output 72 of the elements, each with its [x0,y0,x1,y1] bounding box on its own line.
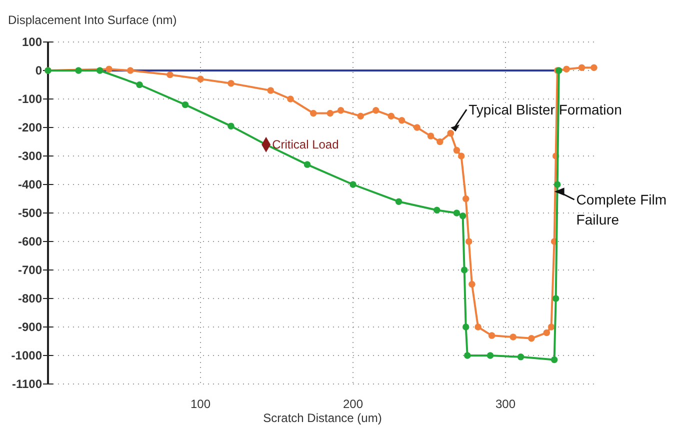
y-tick-label: -1000 [11,348,42,362]
point [166,71,174,78]
point [552,295,560,302]
point [197,76,204,82]
y-tick-label: -100 [18,92,42,106]
point [460,266,468,274]
point [372,107,380,114]
y-axis-title: Displacement Into Surface (nm) [8,13,177,27]
x-tick-label: 200 [342,397,364,411]
point [462,195,470,202]
point [228,122,234,130]
point [466,238,472,245]
point [554,181,561,188]
point [447,130,454,137]
annotation: Typical Blister Formation [468,102,622,118]
point [590,64,598,72]
point [304,161,311,168]
point [337,107,344,114]
series-label: Critical Load [272,138,339,152]
point [126,67,134,74]
y-tick-label: -800 [18,292,42,306]
point [96,67,104,74]
point [459,212,466,220]
point [474,324,482,330]
point [287,96,294,102]
point [468,280,476,288]
point [563,66,570,72]
y-tick-label: -300 [18,149,42,163]
point [427,132,434,140]
point [548,324,555,330]
y-tick-label: -200 [18,120,42,134]
point [388,112,395,120]
point [578,64,586,72]
point [136,81,143,88]
point [453,210,460,216]
point [433,206,440,214]
point [436,138,444,146]
point [310,110,317,117]
x-tick-label: 100 [190,397,211,411]
point [106,66,112,72]
point [182,101,189,108]
point [453,146,460,154]
point [395,198,402,205]
point [510,334,517,340]
y-tick-label: -400 [18,178,42,192]
point [350,181,356,188]
y-tick-label: 100 [22,35,42,49]
point [398,116,406,124]
annotation: Complete Film Failure [576,192,667,228]
y-tick-label: -900 [18,320,42,334]
point [486,352,494,359]
x-axis-title: Scratch Distance (um) [263,411,382,425]
point [414,124,420,131]
point [517,354,524,360]
point [458,152,465,160]
point [550,356,558,364]
point [267,87,274,94]
point [326,110,334,117]
y-tick-label: -1100 [12,377,42,391]
point [543,329,550,336]
x-tick-label: 300 [495,397,516,411]
point [462,324,470,330]
y-tick-label: 0 [35,64,42,78]
point [464,352,471,359]
point [528,335,535,342]
y-tick-label: -500 [18,206,42,220]
point [357,112,364,120]
point [228,80,234,87]
point [488,332,496,339]
y-tick-label: -700 [18,263,42,277]
y-tick-label: -600 [18,234,42,248]
point [75,67,82,74]
